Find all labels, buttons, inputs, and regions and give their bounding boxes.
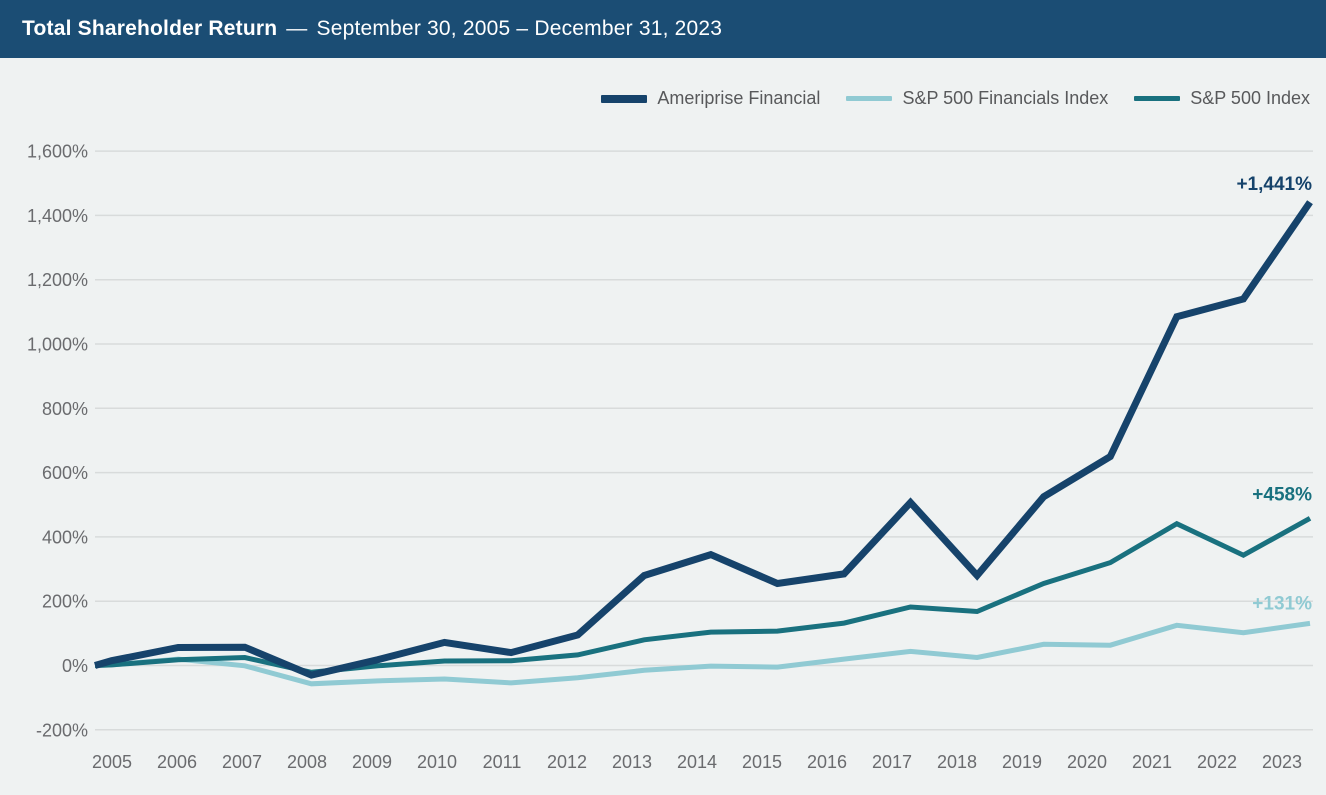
legend-label: S&P 500 Financials Index xyxy=(902,88,1109,108)
x-tick-label: 2010 xyxy=(417,752,457,772)
y-tick-label: 1,600% xyxy=(27,142,88,162)
x-tick-label: 2008 xyxy=(287,752,327,772)
legend-swatch-sp500-index-icon xyxy=(1134,96,1181,101)
x-tick-label: 2012 xyxy=(547,752,587,772)
y-tick-label: 400% xyxy=(42,527,88,547)
legend: Ameriprise Financial S&P 500 Financials … xyxy=(601,88,1310,109)
y-tick-label: 1,000% xyxy=(27,335,88,355)
series-lines xyxy=(94,200,1313,687)
series-end-value-labels: +1,441% +131% +458% xyxy=(1236,174,1312,614)
x-tick-label: 2023 xyxy=(1262,752,1302,772)
x-tick-label: 2005 xyxy=(92,752,132,772)
y-tick-label: 1,200% xyxy=(27,270,88,290)
x-tick-label: 2007 xyxy=(222,752,262,772)
end-value-label: +131% xyxy=(1252,593,1312,614)
x-tick-label: 2009 xyxy=(352,752,392,772)
y-tick-label: 800% xyxy=(42,399,88,419)
series-line-ameriprise-financial xyxy=(94,200,1313,679)
y-tick-label: -200% xyxy=(36,720,88,740)
x-tick-label: 2017 xyxy=(872,752,912,772)
x-tick-label: 2018 xyxy=(937,752,977,772)
chart-title-bar: Total Shareholder Return — September 30,… xyxy=(0,0,1326,58)
legend-item-sp500-financials-index: S&P 500 Financials Index xyxy=(846,88,1108,109)
y-axis-labels: 1,600% 1,400% 1,200% 1,000% 800% 600% 400% 200%… xyxy=(27,142,88,741)
y-tick-label: 1,400% xyxy=(27,206,88,226)
end-value-label: +458% xyxy=(1252,484,1312,505)
x-tick-label: 2021 xyxy=(1132,752,1172,772)
legend-label: S&P 500 Index xyxy=(1190,88,1310,108)
x-tick-label: 2016 xyxy=(807,752,847,772)
page-title: Total Shareholder Return xyxy=(22,17,278,40)
series-line-s-p-500-financials-index xyxy=(94,620,1311,687)
series-line-s-p-500-index xyxy=(94,516,1312,675)
legend-swatch-sp500-financials-icon xyxy=(846,96,893,101)
y-tick-label: 0% xyxy=(62,656,88,676)
legend-swatch-ameriprise-icon xyxy=(601,94,648,103)
title-separator: — xyxy=(286,17,308,40)
gridlines xyxy=(95,150,1313,731)
x-tick-label: 2006 xyxy=(157,752,197,772)
legend-item-ameriprise-financial: Ameriprise Financial xyxy=(601,88,820,109)
x-tick-label: 2013 xyxy=(612,752,652,772)
y-tick-label: 200% xyxy=(42,592,88,612)
end-value-label: +1,441% xyxy=(1236,174,1312,195)
x-tick-label: 2011 xyxy=(483,752,522,772)
y-tick-label: 600% xyxy=(42,463,88,483)
x-tick-label: 2020 xyxy=(1067,752,1107,772)
x-tick-label: 2019 xyxy=(1002,752,1042,772)
x-tick-label: 2022 xyxy=(1197,752,1237,772)
date-range: September 30, 2005 – December 31, 2023 xyxy=(316,17,723,40)
legend-item-sp500-index: S&P 500 Index xyxy=(1134,88,1310,109)
x-axis-labels: 2005 2006 2007 2008 2009 2010 2011 2012 2013 2014… xyxy=(92,752,1302,772)
x-tick-label: 2015 xyxy=(742,752,782,772)
legend-label: Ameriprise Financial xyxy=(657,88,821,108)
x-tick-label: 2014 xyxy=(677,752,717,772)
